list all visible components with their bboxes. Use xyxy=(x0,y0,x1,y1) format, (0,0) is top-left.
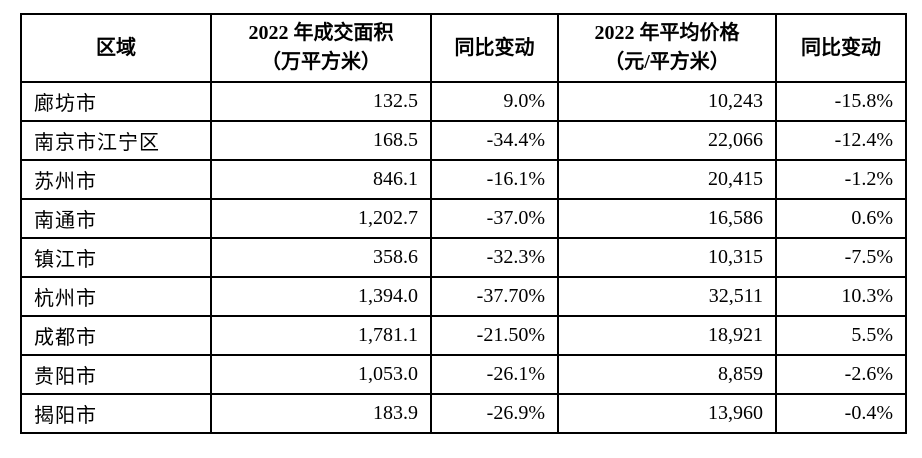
average-price-cell: 13,960 xyxy=(557,393,777,434)
transaction-area-cell: 1,781.1 xyxy=(210,315,432,356)
table-row: 杭州市 1,394.0 -37.70% 32,511 10.3% xyxy=(20,276,907,317)
area-yoy-change-cell: -34.4% xyxy=(430,120,559,161)
price-yoy-change-cell: -7.5% xyxy=(775,237,907,278)
area-yoy-change-cell: -37.0% xyxy=(430,198,559,239)
region-cell: 南京市江宁区 xyxy=(20,120,212,161)
table-body: 廊坊市 132.5 9.0% 10,243 -15.8% 南京市江宁区 168.… xyxy=(20,81,907,434)
header-price-yoy-change: 同比变动 xyxy=(775,13,907,83)
region-cell: 杭州市 xyxy=(20,276,212,317)
price-yoy-change-cell: -1.2% xyxy=(775,159,907,200)
price-yoy-change-cell: -2.6% xyxy=(775,354,907,395)
table-row: 南通市 1,202.7 -37.0% 16,586 0.6% xyxy=(20,198,907,239)
transaction-summary-table: 区域 2022 年成交面积 （万平方米） 同比变动 2022 年平均价格 （元/… xyxy=(20,13,907,434)
header-transaction-area: 2022 年成交面积 （万平方米） xyxy=(210,13,432,83)
area-yoy-change-cell: -16.1% xyxy=(430,159,559,200)
area-yoy-change-cell: -37.70% xyxy=(430,276,559,317)
transaction-area-cell: 168.5 xyxy=(210,120,432,161)
area-yoy-change-cell: -32.3% xyxy=(430,237,559,278)
table-row: 苏州市 846.1 -16.1% 20,415 -1.2% xyxy=(20,159,907,200)
average-price-cell: 20,415 xyxy=(557,159,777,200)
area-yoy-change-cell: 9.0% xyxy=(430,81,559,122)
price-yoy-change-cell: -15.8% xyxy=(775,81,907,122)
header-row: 区域 2022 年成交面积 （万平方米） 同比变动 2022 年平均价格 （元/… xyxy=(20,13,907,83)
price-yoy-change-cell: 5.5% xyxy=(775,315,907,356)
header-average-price: 2022 年平均价格 （元/平方米） xyxy=(557,13,777,83)
transaction-area-cell: 1,202.7 xyxy=(210,198,432,239)
table-row: 镇江市 358.6 -32.3% 10,315 -7.5% xyxy=(20,237,907,278)
table-row: 揭阳市 183.9 -26.9% 13,960 -0.4% xyxy=(20,393,907,434)
average-price-cell: 32,511 xyxy=(557,276,777,317)
transaction-area-cell: 846.1 xyxy=(210,159,432,200)
transaction-area-cell: 183.9 xyxy=(210,393,432,434)
transaction-area-cell: 1,394.0 xyxy=(210,276,432,317)
table-row: 成都市 1,781.1 -21.50% 18,921 5.5% xyxy=(20,315,907,356)
transaction-area-cell: 358.6 xyxy=(210,237,432,278)
table-row: 廊坊市 132.5 9.0% 10,243 -15.8% xyxy=(20,81,907,122)
region-cell: 镇江市 xyxy=(20,237,212,278)
region-cell: 成都市 xyxy=(20,315,212,356)
price-yoy-change-cell: 10.3% xyxy=(775,276,907,317)
header-region: 区域 xyxy=(20,13,212,83)
average-price-cell: 10,315 xyxy=(557,237,777,278)
area-yoy-change-cell: -26.9% xyxy=(430,393,559,434)
header-area-yoy-change: 同比变动 xyxy=(430,13,559,83)
transaction-area-cell: 1,053.0 xyxy=(210,354,432,395)
region-cell: 廊坊市 xyxy=(20,81,212,122)
region-cell: 揭阳市 xyxy=(20,393,212,434)
region-cell: 贵阳市 xyxy=(20,354,212,395)
average-price-cell: 10,243 xyxy=(557,81,777,122)
average-price-cell: 18,921 xyxy=(557,315,777,356)
price-yoy-change-cell: -12.4% xyxy=(775,120,907,161)
average-price-cell: 22,066 xyxy=(557,120,777,161)
price-yoy-change-cell: -0.4% xyxy=(775,393,907,434)
region-cell: 南通市 xyxy=(20,198,212,239)
area-yoy-change-cell: -26.1% xyxy=(430,354,559,395)
region-cell: 苏州市 xyxy=(20,159,212,200)
area-yoy-change-cell: -21.50% xyxy=(430,315,559,356)
average-price-cell: 16,586 xyxy=(557,198,777,239)
transaction-area-cell: 132.5 xyxy=(210,81,432,122)
table-row: 南京市江宁区 168.5 -34.4% 22,066 -12.4% xyxy=(20,120,907,161)
average-price-cell: 8,859 xyxy=(557,354,777,395)
table-row: 贵阳市 1,053.0 -26.1% 8,859 -2.6% xyxy=(20,354,907,395)
price-yoy-change-cell: 0.6% xyxy=(775,198,907,239)
